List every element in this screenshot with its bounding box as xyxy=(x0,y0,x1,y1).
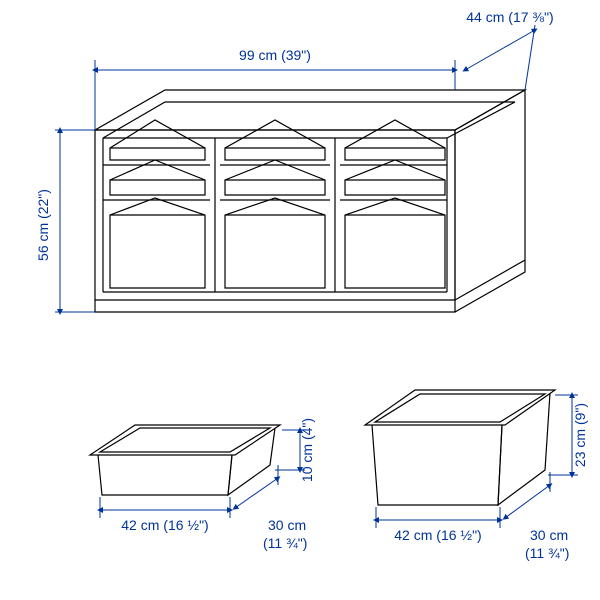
svg-text:56 cm (22"): 56 cm (22") xyxy=(35,189,51,261)
dim-height: 56 cm (22") xyxy=(35,130,95,312)
smallbox-depth-in: (11 ¾") xyxy=(263,535,307,551)
largebox-width-cm: 42 cm xyxy=(394,527,432,543)
dim-largebox-depth: 30 cm (11 ¾") xyxy=(505,472,569,561)
large-box xyxy=(365,390,555,505)
svg-text:10 cm (4"): 10 cm (4") xyxy=(299,418,315,482)
largebox-depth-in: (11 ¾") xyxy=(525,545,569,561)
dim-largebox-width: 42 cm (16 ½") xyxy=(376,507,500,543)
svg-text:(11 ¾"): (11 ¾") xyxy=(525,545,569,561)
largebox-height-in: (9") xyxy=(572,403,588,425)
svg-text:99 cm (39"): 99 cm (39") xyxy=(239,47,311,63)
svg-text:30 cm: 30 cm xyxy=(268,517,306,533)
unit-width-in: (39") xyxy=(281,47,311,63)
unit-height-in: (22") xyxy=(35,189,51,219)
smallbox-width-in: (16 ½") xyxy=(163,517,208,533)
unit-depth-cm: 44 cm xyxy=(466,9,504,25)
largebox-height-cm: 23 cm xyxy=(572,429,588,467)
dim-smallbox-width: 42 cm (16 ½") xyxy=(100,497,230,533)
unit-width-cm: 99 cm xyxy=(239,47,277,63)
smallbox-depth-cm: 30 cm xyxy=(268,517,306,533)
largebox-depth-cm: 30 cm xyxy=(530,527,568,543)
shelf-large-box xyxy=(225,198,325,288)
small-box xyxy=(90,425,280,495)
shelf-small-box xyxy=(225,120,325,160)
smallbox-height-in: (4") xyxy=(299,418,315,440)
unit-depth-in: (17 ⅜") xyxy=(508,9,553,25)
svg-text:42 cm (16 ½"): 42 cm (16 ½") xyxy=(394,527,481,543)
svg-text:30 cm: 30 cm xyxy=(530,527,568,543)
svg-text:23 cm (9"): 23 cm (9") xyxy=(572,403,588,467)
unit-height-cm: 56 cm xyxy=(35,223,51,261)
dim-depth: 44 cm (17 ⅜") xyxy=(465,9,554,90)
dim-width: 99 cm (39") xyxy=(95,47,455,130)
dim-smallbox-height: 10 cm (4") xyxy=(275,418,315,482)
svg-text:42 cm (16 ½"): 42 cm (16 ½") xyxy=(121,517,208,533)
dim-smallbox-depth: 30 cm (11 ¾") xyxy=(235,465,307,551)
shelf-small-box xyxy=(345,120,445,160)
largebox-width-in: (16 ½") xyxy=(436,527,481,543)
smallbox-height-cm: 10 cm xyxy=(299,444,315,482)
svg-text:(11 ¾"): (11 ¾") xyxy=(263,535,307,551)
shelf-large-box xyxy=(110,198,205,288)
shelf-unit xyxy=(95,90,525,312)
smallbox-width-cm: 42 cm xyxy=(121,517,159,533)
svg-text:44 cm (17 ⅜"): 44 cm (17 ⅜") xyxy=(466,9,553,25)
dim-largebox-height: 23 cm (9") xyxy=(548,395,588,475)
shelf-large-box xyxy=(345,198,445,288)
